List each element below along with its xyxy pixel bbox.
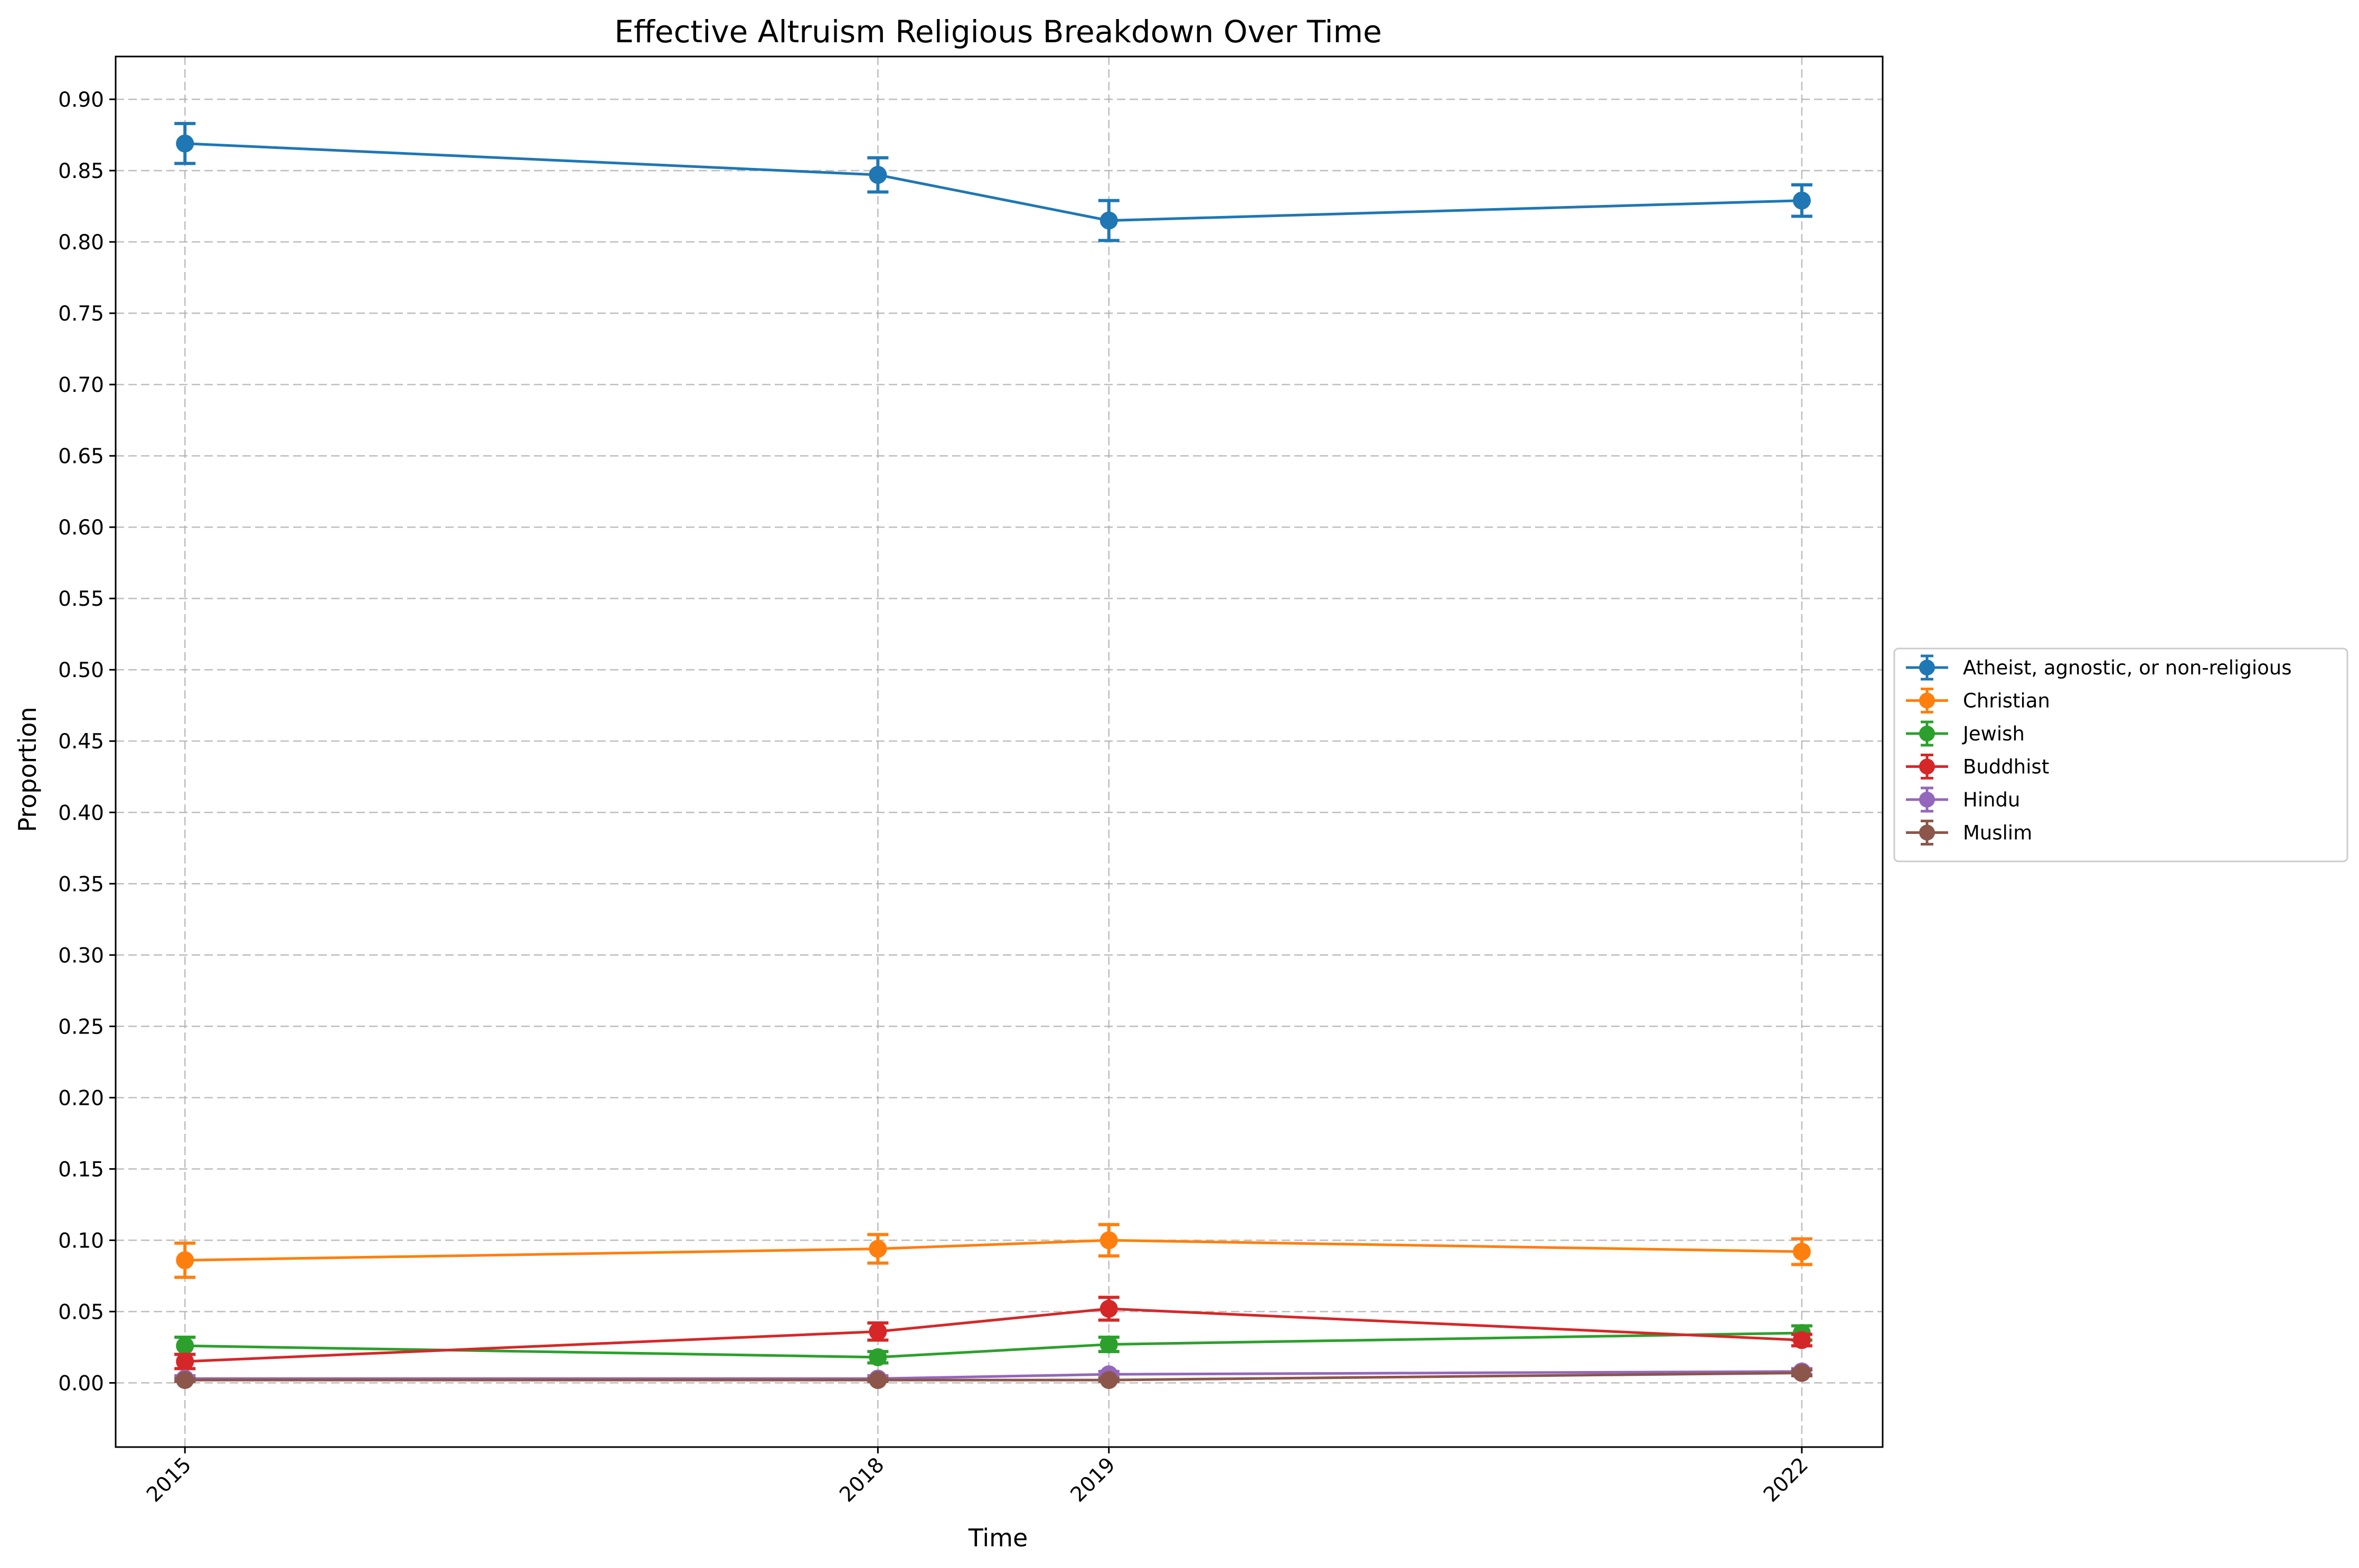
legend-label: Buddhist	[1963, 756, 2049, 778]
series-christian	[174, 1223, 1812, 1279]
series-line	[185, 1238, 1802, 1262]
legend-item: Hindu	[1906, 786, 2020, 813]
legend-label: Hindu	[1963, 788, 2020, 811]
legend-marker	[1919, 758, 1935, 775]
legend: Atheist, agnostic, or non-religious Chris…	[1893, 647, 2348, 862]
data-point	[1792, 1364, 1811, 1382]
data-point	[1099, 1371, 1118, 1389]
y-tick-label: 0.65	[58, 445, 104, 468]
series-buddhist	[174, 1295, 1812, 1370]
data-point	[1099, 1231, 1118, 1250]
y-tick-label: 0.60	[58, 516, 104, 540]
y-tick-label: 0.70	[58, 373, 104, 397]
legend-label: Muslim	[1963, 822, 2032, 844]
data-point	[1792, 191, 1811, 210]
y-tick-label: 0.75	[58, 302, 104, 326]
y-tick-label: 0.10	[58, 1229, 104, 1253]
y-tick-label: 0.05	[58, 1300, 104, 1324]
data-point	[176, 1352, 194, 1370]
plot-series	[174, 121, 1812, 1389]
data-point	[869, 166, 887, 184]
series-atheist-agnostic-or-non-religious	[174, 121, 1812, 242]
data-point	[176, 1371, 194, 1389]
y-tick-label: 0.50	[58, 659, 104, 682]
legend-marker	[1919, 692, 1935, 709]
legend-label: Atheist, agnostic, or non-religious	[1963, 656, 2292, 679]
series-line	[185, 1372, 1802, 1382]
legend-item: Muslim	[1906, 820, 2032, 846]
x-axis-label: Time	[968, 1524, 1028, 1552]
plot-area-frame	[115, 55, 1884, 1448]
y-tick-label: 0.25	[58, 1015, 104, 1039]
data-point	[1099, 211, 1118, 230]
data-point	[869, 1322, 887, 1341]
data-point	[869, 1240, 887, 1258]
y-tick-label: 0.85	[58, 159, 104, 183]
y-tick-label: 0.30	[58, 944, 104, 968]
series-line	[185, 1331, 1802, 1359]
y-tick-label: 0.40	[58, 801, 104, 825]
legend-box	[1893, 647, 2348, 862]
data-point	[1792, 1331, 1811, 1349]
legend-item: Buddhist	[1906, 754, 2049, 780]
y-tick-label: 0.20	[58, 1086, 104, 1110]
legend-item: Atheist, agnostic, or non-religious	[1906, 654, 2292, 681]
data-point	[1099, 1335, 1118, 1354]
y-tick-label: 0.80	[58, 231, 104, 255]
data-point	[869, 1348, 887, 1366]
y-tick-label: 0.35	[58, 872, 104, 896]
series-line	[185, 1307, 1802, 1363]
legend-marker	[1919, 792, 1935, 808]
data-point	[1099, 1300, 1118, 1318]
legend-item: Jewish	[1906, 720, 2025, 747]
y-tick-label: 0.90	[58, 88, 104, 112]
y-tick-label: 0.15	[58, 1158, 104, 1181]
data-point	[176, 134, 194, 153]
series-line	[185, 142, 1802, 222]
legend-item: Christian	[1906, 688, 2050, 713]
legend-marker	[1919, 726, 1935, 741]
series-line	[185, 1370, 1802, 1380]
data-point	[869, 1371, 887, 1389]
grid-lines	[116, 57, 1883, 1447]
legend-label: Jewish	[1962, 722, 2025, 745]
legend-marker	[1919, 660, 1935, 675]
data-point	[1792, 1243, 1811, 1261]
data-point	[176, 1337, 194, 1355]
data-point	[176, 1251, 194, 1270]
legend-label: Christian	[1963, 690, 2050, 712]
y-axis-label: Proportion	[13, 707, 42, 832]
chart-title: Effective Altruism Religious Breakdown O…	[614, 14, 1381, 50]
series-muslim	[174, 1364, 1812, 1389]
y-tick-label: 0.00	[58, 1372, 104, 1395]
y-tick-label: 0.55	[58, 587, 104, 611]
legend-marker	[1919, 824, 1935, 841]
y-tick-label: 0.45	[58, 730, 104, 754]
